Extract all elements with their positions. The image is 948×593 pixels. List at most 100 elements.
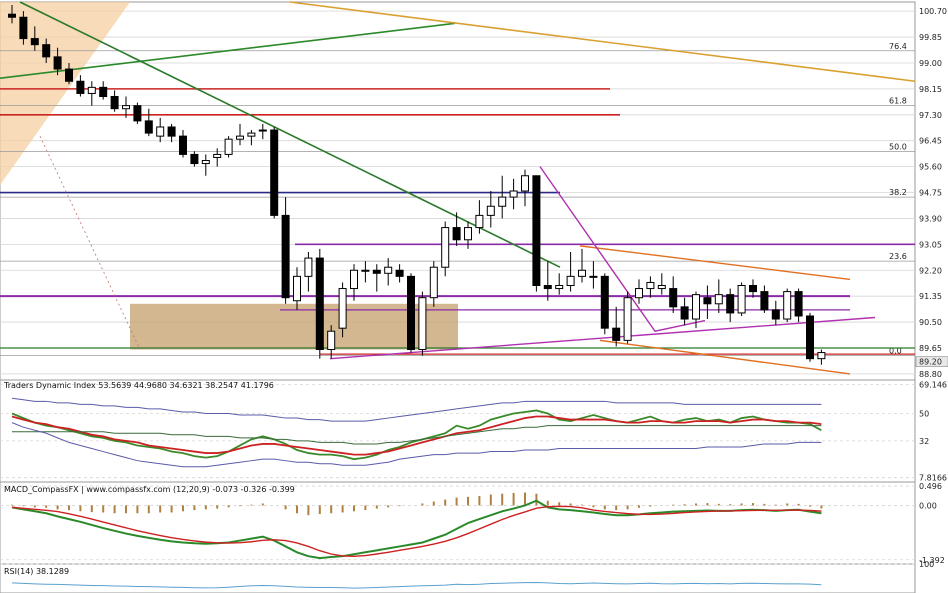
candle — [99, 86, 108, 97]
price-tick-label: 88.80 — [919, 370, 942, 379]
candle — [566, 275, 575, 286]
candle — [498, 196, 507, 207]
candle — [703, 297, 712, 305]
pane-tick-label: 7.8166 — [919, 474, 947, 483]
candle — [350, 269, 358, 290]
candle — [372, 269, 381, 274]
orange-trendline — [599, 339, 851, 375]
candle — [429, 266, 438, 299]
price-tick-label: 90.50 — [919, 318, 942, 327]
candle — [76, 80, 85, 94]
candle — [543, 285, 552, 290]
candle — [179, 135, 187, 155]
candle — [509, 190, 518, 198]
candle — [794, 291, 803, 317]
rsi-line — [11, 582, 822, 589]
support-zone-shade — [130, 303, 458, 350]
candle — [338, 288, 347, 329]
price-tick-label: 89.65 — [919, 344, 942, 353]
candle — [407, 275, 415, 351]
tdi-pane: 69.1461 50 32 7.8166 — [0, 379, 948, 483]
dashed-guide-line — [39, 135, 141, 350]
candle — [281, 214, 290, 299]
rsi-pane: 100 — [0, 560, 934, 593]
candle — [714, 294, 723, 305]
candle — [635, 288, 643, 299]
macd-indicator-label: MACD_CompassFX | www.compassfx.com (12,2… — [4, 485, 295, 494]
price-pane: 100.70 99.85 99.00 98.15 97.30 96.45 95.60 94.7… — [0, 1, 948, 381]
candle — [87, 86, 96, 94]
pane-tick-label: 32 — [919, 437, 929, 446]
macd-signal-line — [11, 505, 822, 558]
candle — [42, 44, 51, 58]
green-trendline — [19, 1, 561, 268]
candle — [167, 126, 176, 137]
price-tick-label: 99.00 — [919, 59, 942, 68]
candle — [464, 227, 472, 241]
tdi-series-line — [12, 425, 822, 445]
price-tick-label: 93.90 — [919, 214, 942, 223]
fib-level-label: 61.8 — [889, 97, 907, 106]
candle — [315, 257, 324, 351]
candle — [692, 294, 700, 320]
candle — [395, 269, 404, 277]
candle — [122, 105, 130, 110]
candle — [680, 306, 689, 320]
candle — [726, 294, 735, 314]
candle — [270, 129, 279, 216]
candle — [110, 96, 119, 110]
candle — [144, 120, 153, 134]
candle — [65, 68, 73, 82]
tdi-indicator-label: Traders Dynamic Index 53.5639 44.9680 34… — [3, 381, 274, 390]
macd-line — [11, 499, 822, 560]
price-tick-label: 96.45 — [919, 137, 942, 146]
candle — [224, 138, 233, 155]
price-tick-label: 95.60 — [919, 163, 942, 172]
fib-level-label: 76.4 — [889, 42, 907, 51]
candle — [133, 105, 142, 122]
candle — [19, 16, 28, 40]
candle — [532, 175, 541, 287]
magenta-trendline — [329, 316, 876, 360]
candle — [669, 288, 678, 308]
candle — [555, 285, 564, 290]
price-tick-label: 97.30 — [919, 111, 942, 120]
pane-tick-label: 69.1461 — [919, 380, 948, 389]
candle — [30, 38, 39, 46]
candle — [578, 269, 586, 277]
candle — [441, 227, 450, 268]
green-trendline — [0, 22, 456, 80]
candle — [213, 153, 222, 158]
magenta-trendline — [539, 166, 706, 333]
fib-level-label: 23.6 — [889, 252, 907, 261]
pane-tick-label: 50 — [919, 409, 929, 418]
candle — [327, 330, 336, 351]
candle — [201, 160, 210, 165]
candle — [623, 297, 632, 341]
tdi-series-line — [11, 415, 822, 456]
candle — [452, 227, 461, 241]
candle — [156, 126, 165, 137]
fib-level-label: 0.0 — [889, 347, 902, 356]
orange-trendline — [289, 1, 916, 83]
price-tick-label: 99.85 — [919, 33, 942, 42]
macd-pane: 0.496 0.00 -1.392 — [0, 481, 945, 565]
candle — [53, 56, 62, 70]
candle — [486, 205, 495, 216]
candle — [521, 175, 529, 192]
tdi-series-line — [11, 409, 822, 461]
candle — [475, 214, 484, 229]
fib-level-label: 50.0 — [889, 142, 907, 151]
current-price-box — [915, 356, 948, 368]
price-tick-label: 94.75 — [919, 189, 942, 198]
candle — [8, 13, 16, 18]
candle — [258, 129, 267, 132]
candle — [384, 266, 393, 274]
candle — [247, 132, 256, 137]
candle — [236, 135, 244, 140]
price-tick-label: 92.20 — [919, 266, 942, 275]
candle — [783, 291, 792, 320]
candle — [806, 315, 814, 360]
rsi-indicator-label: RSI(14) 38.1289 — [4, 567, 69, 576]
